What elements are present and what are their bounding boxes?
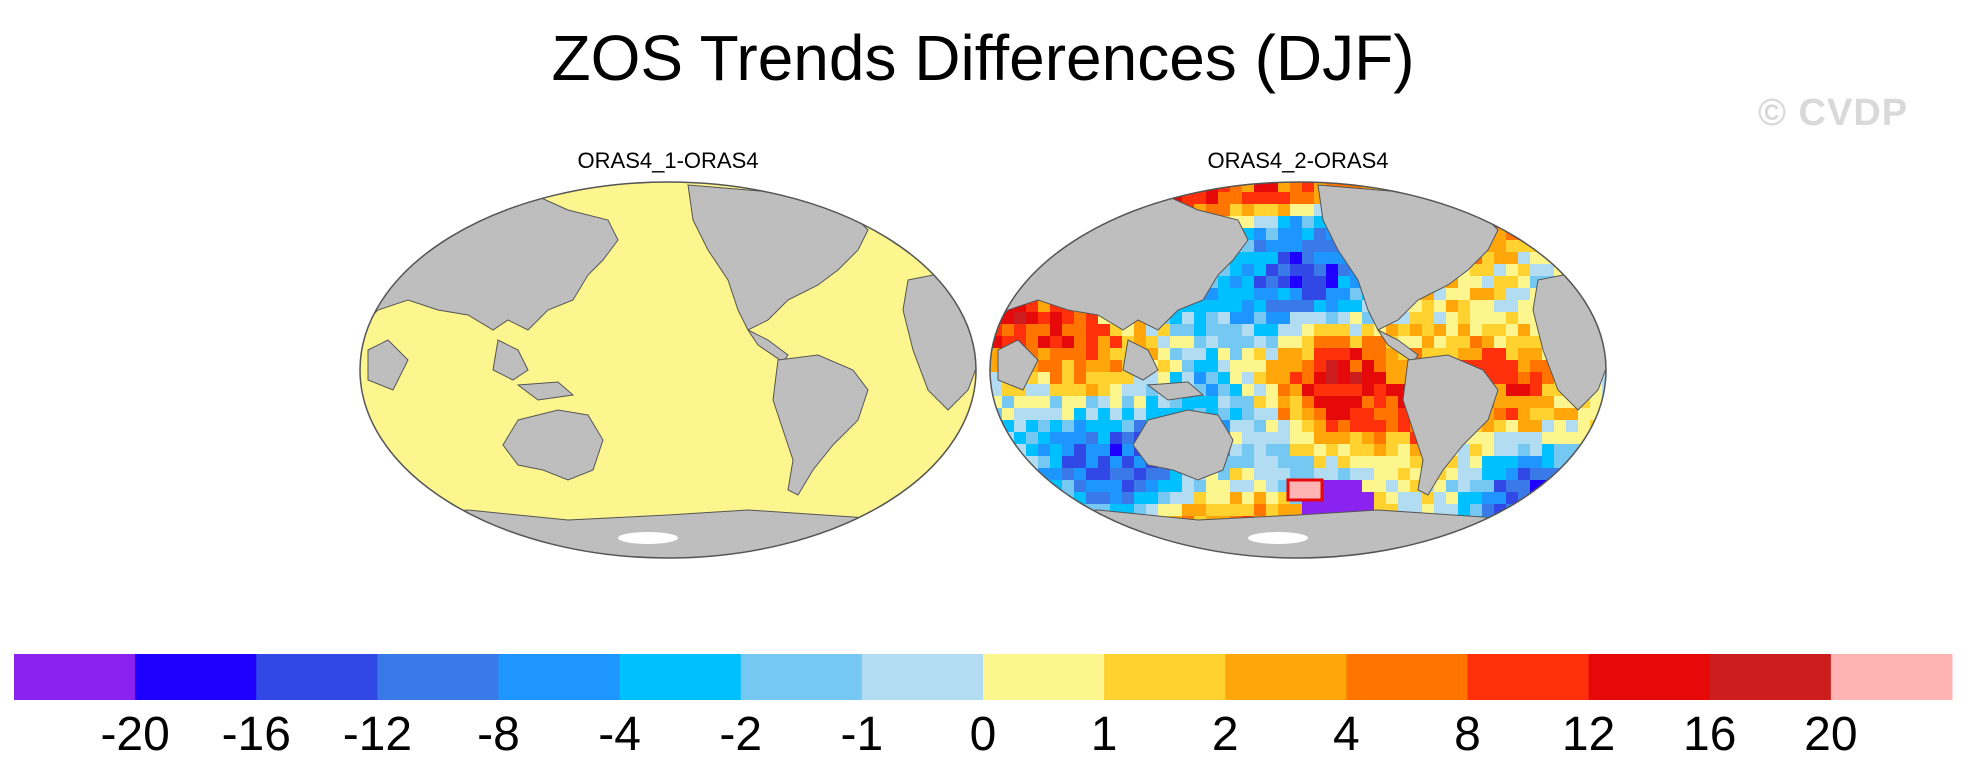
colorbar-tick-label: 20 — [1804, 708, 1857, 761]
colorbar-box — [1709, 654, 1832, 700]
colorbar-box — [1104, 654, 1226, 700]
panel-title-oras4-1: ORAS4_1-ORAS4 — [577, 148, 759, 173]
colorbar-tick-label: 1 — [1091, 708, 1118, 761]
colorbar-tick-label: -12 — [343, 708, 412, 761]
watermark-cvdp: © CVDP — [1758, 92, 1909, 134]
colorbar-box — [1346, 654, 1468, 700]
colorbar-box — [1225, 654, 1347, 700]
colorbar-box — [861, 654, 984, 700]
colorbar-box — [14, 654, 136, 700]
colorbar-tick-label: 12 — [1562, 708, 1615, 761]
colorbar-tick-label: -8 — [477, 708, 520, 761]
colorbar-tick-label: -4 — [598, 708, 641, 761]
colorbar-tick-label: 16 — [1683, 708, 1736, 761]
colorbar-box — [983, 654, 1105, 700]
colorbar-box — [740, 654, 863, 700]
colorbar-tick-label: 2 — [1212, 708, 1239, 761]
colorbar-tick-label: -2 — [719, 708, 762, 761]
colorbar-tick-label: 0 — [970, 708, 997, 761]
colorbar-tick-label: -20 — [100, 708, 169, 761]
colorbar-tick-label: 4 — [1333, 708, 1360, 761]
colorbar-box — [498, 654, 621, 700]
colorbar-box — [256, 654, 378, 700]
map-panel-left — [359, 181, 977, 559]
colorbar-box — [135, 654, 257, 700]
colorbar-box — [619, 654, 742, 700]
panel-title-oras4-2: ORAS4_2-ORAS4 — [1207, 148, 1389, 173]
colorbar-box — [1830, 654, 1953, 700]
figure-title: ZOS Trends Differences (DJF) — [551, 22, 1415, 94]
colorbar-tick-label: -1 — [841, 708, 884, 761]
colorbar-box — [1588, 654, 1711, 700]
colorbar-box — [377, 654, 499, 700]
colorbar-tick-label: 8 — [1454, 708, 1481, 761]
colorbar-box — [1467, 654, 1590, 700]
colorbar-tick-label: -16 — [222, 708, 291, 761]
maps-area — [359, 181, 1607, 559]
